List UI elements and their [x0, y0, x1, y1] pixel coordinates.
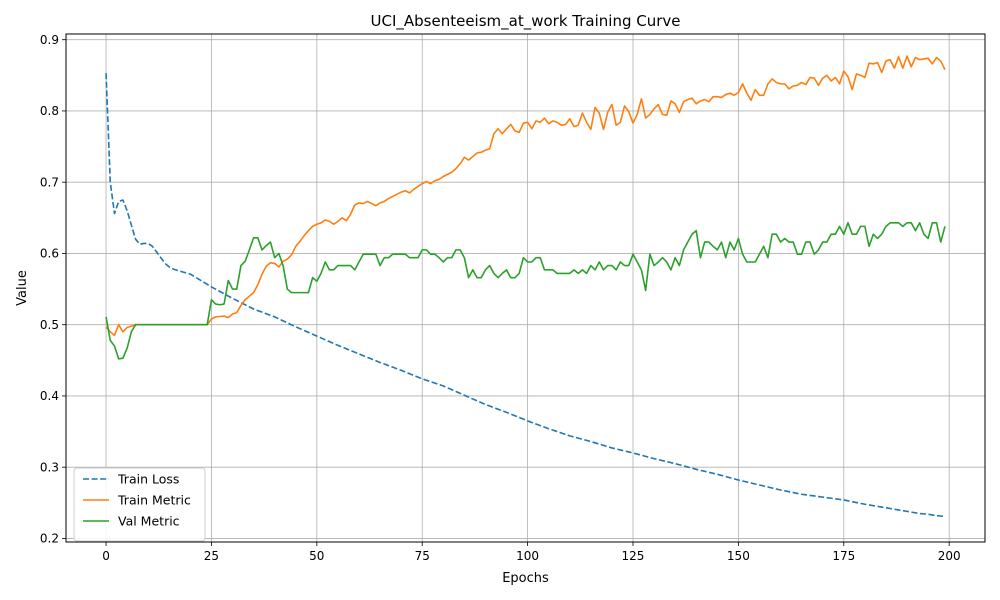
y-axis-label: Value	[15, 270, 30, 306]
grid	[66, 34, 985, 542]
y-tick-label: 0.3	[40, 460, 59, 474]
series-line-train-metric	[105, 55, 946, 337]
x-tick-label: 50	[309, 549, 324, 563]
x-tick-label: 25	[204, 549, 219, 563]
legend-label: Train Loss	[117, 472, 179, 487]
legend-label: Val Metric	[118, 514, 180, 529]
x-tick-label: 200	[938, 549, 961, 563]
y-tick-label: 0.9	[40, 33, 59, 47]
chart-title: UCI_Absenteeism_at_work Training Curve	[371, 12, 681, 31]
legend-label: Train Metric	[117, 493, 191, 508]
y-tick-label: 0.8	[40, 104, 59, 118]
legend-box	[73, 467, 206, 542]
x-tick-label: 125	[622, 549, 645, 563]
series-line-val-metric	[105, 222, 946, 360]
y-tick-label: 0.4	[40, 389, 59, 403]
axis-ticks: 0 25 50 75 100 125 150 175 200 0.2 0.3 0.4 0.5 0.6 0.7…	[40, 33, 961, 563]
y-tick-label: 0.6	[40, 247, 59, 261]
x-tick-label: 175	[832, 549, 855, 563]
x-tick-label: 75	[415, 549, 430, 563]
series-line-train-loss	[105, 73, 946, 518]
x-tick-label: 100	[516, 549, 539, 563]
y-tick-label: 0.2	[40, 532, 59, 546]
plot-frame	[65, 33, 986, 543]
y-tick-label: 0.5	[40, 318, 59, 332]
legend: Train Loss Train Metric Val Metric	[73, 467, 206, 542]
y-tick-label: 0.7	[40, 175, 59, 189]
series-lines	[105, 55, 946, 518]
x-tick-label: 150	[727, 549, 750, 563]
x-tick-label: 0	[102, 549, 110, 563]
x-axis-label: Epochs	[502, 571, 549, 586]
